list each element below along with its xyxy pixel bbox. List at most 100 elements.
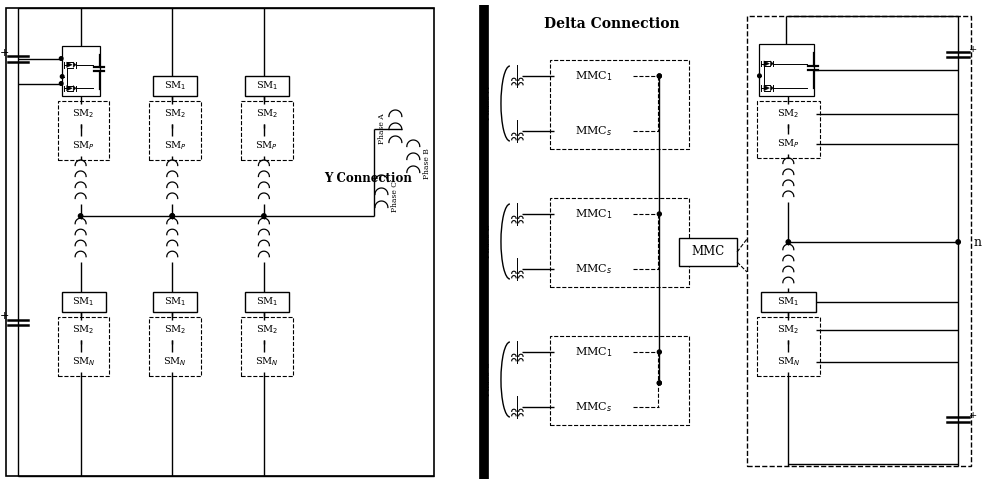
Text: SM$_N$: SM$_N$: [255, 356, 279, 368]
Text: +: +: [0, 311, 10, 321]
Text: Phase B: Phase B: [423, 149, 431, 180]
FancyBboxPatch shape: [153, 352, 197, 372]
Text: SM$_2$: SM$_2$: [777, 324, 799, 336]
FancyBboxPatch shape: [245, 320, 289, 340]
Polygon shape: [67, 86, 72, 91]
Text: Phase C: Phase C: [391, 181, 399, 212]
Text: n: n: [973, 236, 981, 248]
FancyBboxPatch shape: [149, 317, 201, 376]
Circle shape: [657, 74, 661, 78]
Polygon shape: [764, 61, 769, 66]
FancyBboxPatch shape: [757, 101, 820, 158]
Circle shape: [59, 82, 63, 85]
Text: Phase B: Phase B: [484, 225, 492, 258]
FancyBboxPatch shape: [62, 136, 106, 156]
FancyBboxPatch shape: [679, 238, 737, 266]
Text: SM$_2$: SM$_2$: [164, 324, 186, 336]
FancyBboxPatch shape: [550, 336, 689, 425]
Text: MMC$_s$: MMC$_s$: [575, 262, 612, 276]
FancyBboxPatch shape: [245, 292, 289, 312]
Text: MMC$_1$: MMC$_1$: [575, 207, 612, 221]
Text: SM$_2$: SM$_2$: [72, 324, 95, 336]
Text: SM$_1$: SM$_1$: [777, 296, 800, 308]
FancyBboxPatch shape: [153, 136, 197, 156]
FancyBboxPatch shape: [761, 352, 816, 372]
Circle shape: [956, 240, 960, 244]
Text: SM$_2$: SM$_2$: [777, 107, 799, 121]
Circle shape: [262, 214, 266, 218]
Text: SM$_2$: SM$_2$: [72, 107, 95, 121]
Text: MMC$_s$: MMC$_s$: [575, 124, 612, 138]
FancyBboxPatch shape: [58, 317, 109, 376]
FancyBboxPatch shape: [550, 60, 689, 149]
Circle shape: [786, 240, 791, 244]
Text: SM$_N$: SM$_N$: [163, 356, 187, 368]
Text: SM$_1$: SM$_1$: [256, 296, 278, 308]
Circle shape: [657, 212, 661, 216]
Text: Y Connection: Y Connection: [325, 172, 413, 185]
Text: SM$_1$: SM$_1$: [72, 296, 95, 308]
Text: +: +: [0, 48, 10, 58]
FancyBboxPatch shape: [6, 8, 434, 476]
Text: SM$_1$: SM$_1$: [164, 79, 186, 92]
FancyBboxPatch shape: [149, 101, 201, 160]
FancyBboxPatch shape: [554, 202, 633, 226]
Polygon shape: [73, 86, 76, 91]
FancyBboxPatch shape: [153, 320, 197, 340]
Text: SM$_P$: SM$_P$: [777, 137, 800, 151]
Circle shape: [78, 214, 83, 218]
Text: MMC$_1$: MMC$_1$: [575, 69, 612, 83]
FancyBboxPatch shape: [761, 292, 816, 312]
Polygon shape: [764, 85, 769, 91]
FancyBboxPatch shape: [747, 16, 971, 466]
FancyBboxPatch shape: [759, 44, 814, 96]
FancyBboxPatch shape: [241, 317, 293, 376]
FancyBboxPatch shape: [62, 352, 106, 372]
Polygon shape: [770, 85, 773, 91]
FancyBboxPatch shape: [757, 317, 820, 376]
Text: Phase A: Phase A: [378, 114, 386, 144]
FancyBboxPatch shape: [153, 292, 197, 312]
Circle shape: [170, 214, 174, 218]
Text: SM$_P$: SM$_P$: [164, 139, 187, 152]
FancyBboxPatch shape: [58, 101, 109, 160]
Text: Phase C: Phase C: [484, 363, 492, 396]
FancyBboxPatch shape: [761, 320, 816, 340]
FancyBboxPatch shape: [554, 64, 633, 88]
Circle shape: [657, 381, 661, 385]
FancyBboxPatch shape: [554, 257, 633, 281]
Text: SM$_P$: SM$_P$: [72, 139, 95, 152]
Polygon shape: [770, 61, 773, 66]
Text: MMC: MMC: [692, 245, 725, 258]
Circle shape: [60, 75, 64, 78]
Text: Delta Connection: Delta Connection: [544, 17, 679, 31]
Text: SM$_2$: SM$_2$: [164, 107, 186, 121]
Text: MMC$_s$: MMC$_s$: [575, 400, 612, 414]
Text: SM$_2$: SM$_2$: [256, 324, 278, 336]
Polygon shape: [73, 62, 76, 67]
Text: Phase A: Phase A: [484, 87, 492, 121]
FancyBboxPatch shape: [554, 395, 633, 419]
Circle shape: [657, 74, 661, 78]
FancyBboxPatch shape: [245, 104, 289, 124]
Circle shape: [59, 57, 63, 60]
FancyBboxPatch shape: [554, 340, 633, 364]
FancyBboxPatch shape: [153, 104, 197, 124]
FancyBboxPatch shape: [62, 320, 106, 340]
Text: MMC$_1$: MMC$_1$: [575, 345, 612, 359]
Text: SM$_N$: SM$_N$: [72, 356, 95, 368]
FancyBboxPatch shape: [153, 76, 197, 96]
Polygon shape: [67, 62, 72, 67]
FancyBboxPatch shape: [241, 101, 293, 160]
Text: SM$_1$: SM$_1$: [164, 296, 186, 308]
Text: SM$_2$: SM$_2$: [256, 107, 278, 121]
Text: SM$_1$: SM$_1$: [256, 79, 278, 92]
FancyBboxPatch shape: [245, 352, 289, 372]
Text: SM$_P$: SM$_P$: [255, 139, 278, 152]
FancyBboxPatch shape: [62, 46, 100, 96]
Circle shape: [170, 214, 174, 218]
FancyBboxPatch shape: [554, 119, 633, 143]
FancyBboxPatch shape: [550, 198, 689, 287]
FancyBboxPatch shape: [761, 134, 816, 154]
FancyBboxPatch shape: [62, 292, 106, 312]
